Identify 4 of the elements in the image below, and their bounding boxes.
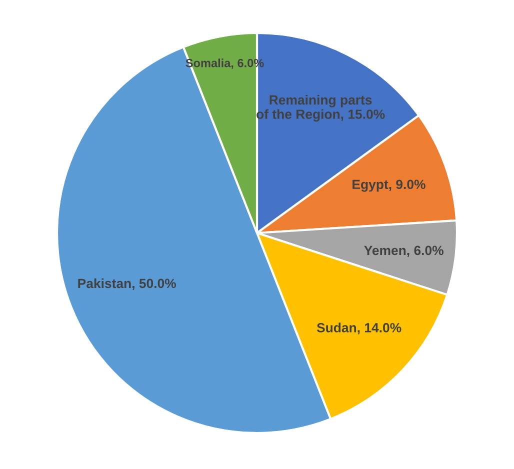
slice-label: Egypt, 9.0% [352, 180, 426, 192]
slice-label: Yemen, 6.0% [364, 246, 444, 258]
slice-label: Pakistan, 50.0% [78, 278, 176, 290]
slice-label: Sudan, 14.0% [316, 322, 402, 334]
